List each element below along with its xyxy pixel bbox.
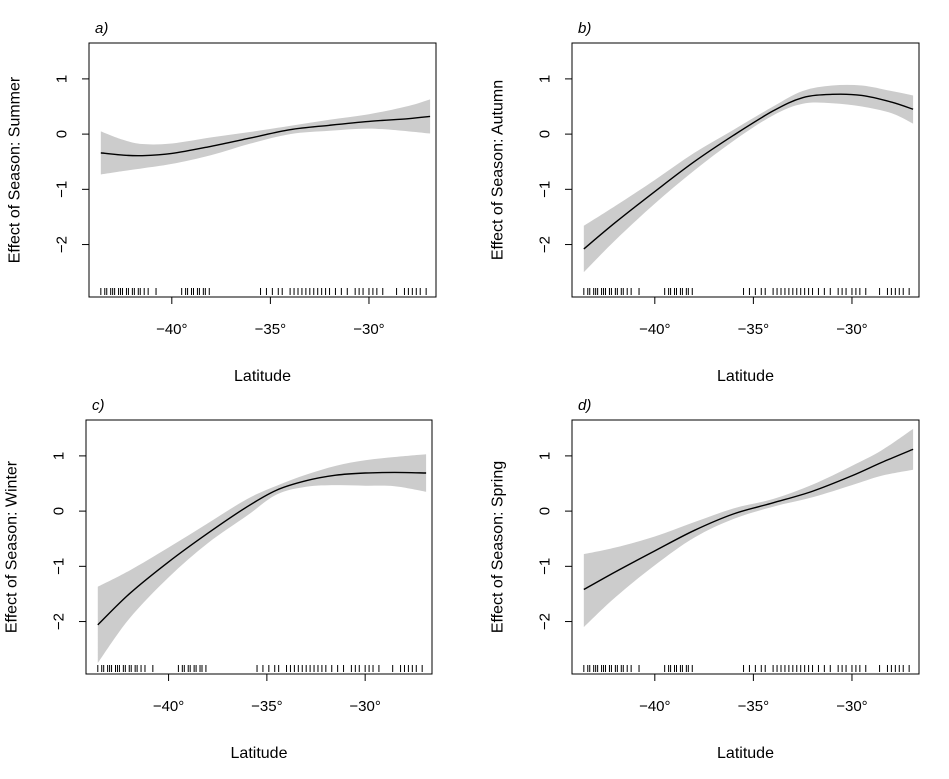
rug: [100, 288, 427, 295]
y-tick-label: −1: [51, 558, 68, 575]
x-tick-label: −40°: [153, 698, 184, 715]
y-tick-label: 0: [51, 507, 68, 515]
confidence-band: [100, 99, 431, 175]
fitted-line: [97, 471, 427, 626]
x-axis-title: Latitude: [234, 368, 291, 385]
y-tick-label: −1: [537, 181, 554, 198]
x-axis-title: Latitude: [717, 745, 774, 762]
chart-panel-d: −40° −35° −30° −2 −1 0 1 Latitude Effect of Seas…: [490, 397, 920, 762]
x-tick-label: −40°: [639, 698, 670, 715]
plot-frame: [571, 42, 920, 298]
x-axis-title: Latitude: [717, 368, 774, 385]
y-tick-label: 0: [537, 130, 554, 138]
chart-panel-b: −40° −35° −30° −2 −1 0 1 Latitude Effect of Seas…: [490, 20, 920, 385]
y-tick-label: −2: [537, 236, 554, 253]
confidence-band: [97, 454, 427, 663]
x-tick-label: −35°: [738, 698, 769, 715]
chart-panel-c: −40° −35° −30° −2 −1 0 1 Latitude Effect of Seas…: [4, 397, 433, 762]
y-tick-label: 1: [54, 75, 71, 83]
y-tick-label: −1: [537, 558, 554, 575]
confidence-band: [583, 428, 914, 628]
y-axis-title: Effect of Season: Autumn: [490, 80, 507, 260]
rug: [583, 665, 910, 672]
fitted-line: [583, 448, 914, 591]
x-tick-label: −30°: [349, 698, 380, 715]
panel-label: c): [92, 397, 105, 414]
plot-frame: [571, 419, 920, 675]
x-axis-title: Latitude: [231, 745, 288, 762]
y-tick-label: 0: [537, 507, 554, 515]
y-tick-label: −2: [537, 613, 554, 630]
confidence-band: [583, 84, 914, 273]
y-tick-label: 1: [537, 75, 554, 83]
y-axis-title: Effect of Season: Winter: [4, 460, 21, 633]
x-tick-label: −40°: [639, 321, 670, 338]
panel-label: a): [95, 20, 108, 37]
plot-frame: [88, 42, 437, 298]
fitted-line: [100, 115, 431, 157]
panel-label: b): [578, 20, 591, 37]
x-tick-label: −30°: [353, 321, 384, 338]
plot-frame: [85, 419, 433, 675]
panel-label: d): [578, 397, 591, 414]
y-axis-title: Effect of Season: Spring: [490, 461, 507, 633]
x-tick-label: −35°: [255, 321, 286, 338]
x-tick-label: −30°: [836, 321, 867, 338]
y-tick-label: 0: [54, 130, 71, 138]
chart-panel-a: −40° −35° −30° −2 −1 0 1 Latitude Effect of Seas…: [7, 20, 437, 385]
rug: [97, 665, 423, 672]
y-tick-label: 1: [537, 452, 554, 460]
x-tick-label: −35°: [738, 321, 769, 338]
y-tick-label: 1: [51, 452, 68, 460]
x-tick-label: −35°: [251, 698, 282, 715]
y-tick-label: −2: [54, 236, 71, 253]
y-axis-title: Effect of Season: Summer: [7, 76, 24, 263]
x-tick-label: −40°: [156, 321, 187, 338]
y-tick-label: −2: [51, 613, 68, 630]
fitted-line: [583, 93, 914, 250]
y-tick-label: −1: [54, 181, 71, 198]
rug: [583, 288, 910, 295]
x-tick-label: −30°: [836, 698, 867, 715]
